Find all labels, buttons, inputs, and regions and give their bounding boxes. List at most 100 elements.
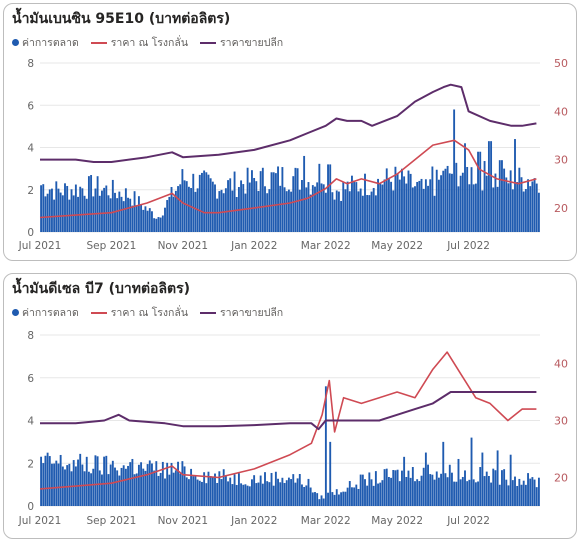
legend-item-retail-price[interactable]: ราคาขายปลีก (200, 304, 283, 321)
bar (211, 181, 214, 232)
bar (331, 192, 334, 232)
bar (77, 459, 79, 506)
bar (437, 179, 440, 232)
bar (251, 170, 253, 232)
legend-item-marketing-margin[interactable]: ค่าการตลาด (12, 304, 79, 321)
bar (470, 167, 473, 232)
bar (87, 471, 90, 506)
bar (518, 167, 521, 232)
bar (511, 480, 514, 506)
bar (301, 484, 303, 506)
bar (224, 188, 227, 232)
bar (79, 186, 82, 232)
bar (177, 461, 179, 506)
bar (166, 200, 169, 232)
bar (183, 466, 186, 506)
bar (85, 198, 88, 232)
bar (535, 183, 538, 232)
bar (118, 475, 121, 506)
bar (414, 186, 416, 232)
bar (427, 185, 429, 232)
bar (118, 191, 121, 232)
bar (107, 474, 110, 506)
bar (227, 180, 229, 232)
bar (520, 484, 523, 506)
bar (283, 482, 286, 506)
bar (155, 461, 158, 506)
bar (44, 455, 47, 506)
bar (48, 456, 51, 506)
bar (185, 477, 188, 506)
legend-item-refinery-price[interactable]: ราคา ณ โรงกลั่น (90, 304, 188, 321)
bar (355, 182, 358, 232)
bar (485, 175, 488, 232)
bar (164, 207, 166, 232)
bar (470, 437, 473, 506)
bar (474, 482, 477, 506)
bar (151, 211, 153, 232)
bar (348, 191, 351, 232)
bar (266, 481, 269, 506)
bar (364, 173, 366, 232)
bar (235, 484, 238, 506)
bar (129, 198, 132, 232)
bar (251, 479, 253, 506)
bar (85, 456, 88, 506)
bar (179, 473, 182, 506)
bar (244, 193, 247, 232)
x-tick-label: Jul 2021 (18, 515, 62, 527)
bar (277, 478, 279, 506)
bar (509, 170, 512, 232)
legend-item-refinery-price[interactable]: ราคา ณ โรงกลั่น (90, 34, 188, 51)
bar (396, 469, 399, 506)
legend-item-marketing-margin[interactable]: ค่าการตลาด (12, 34, 79, 51)
bar (87, 176, 90, 232)
bar (90, 473, 93, 506)
bar (455, 162, 458, 232)
bar (535, 487, 538, 506)
x-tick-label: Mar 2022 (301, 515, 351, 527)
bar (46, 193, 49, 232)
bar (487, 141, 490, 232)
bar (148, 460, 151, 506)
bar (496, 450, 499, 506)
bar (55, 460, 58, 506)
bar (57, 463, 60, 506)
bar (520, 177, 523, 232)
bar (351, 487, 353, 506)
diesel-chart-plot: 0 2 4 6 8 20 30 40 Jul 2021 Sep 2021 Nov 2021 Jan 2… (18, 330, 568, 527)
bar (198, 174, 201, 232)
bar (342, 491, 345, 506)
bar (240, 483, 243, 506)
bar (114, 467, 116, 506)
bar (216, 482, 219, 506)
bar (314, 492, 316, 506)
bar (116, 198, 119, 232)
bar (194, 191, 197, 232)
bar (290, 191, 293, 232)
bar (311, 185, 314, 232)
legend-item-retail-price[interactable]: ราคาขายปลีก (200, 34, 283, 51)
bar (135, 473, 138, 506)
bar (214, 473, 216, 506)
legend-line-icon (90, 41, 107, 44)
bar (55, 181, 58, 232)
bar (496, 186, 499, 232)
bar (529, 478, 532, 506)
bar (335, 190, 338, 232)
bar (494, 173, 497, 232)
bar (144, 470, 147, 506)
bar (268, 189, 271, 232)
bar (433, 195, 436, 232)
bar (59, 454, 62, 506)
bar (218, 191, 221, 232)
refinery-price-line (39, 351, 537, 490)
bar (211, 476, 214, 506)
bar (368, 472, 371, 506)
bar (264, 472, 266, 506)
bar (472, 479, 475, 506)
y-left-tick-label: 8 (27, 330, 34, 342)
bar (218, 471, 221, 506)
bar (351, 175, 353, 232)
bar (248, 486, 251, 506)
